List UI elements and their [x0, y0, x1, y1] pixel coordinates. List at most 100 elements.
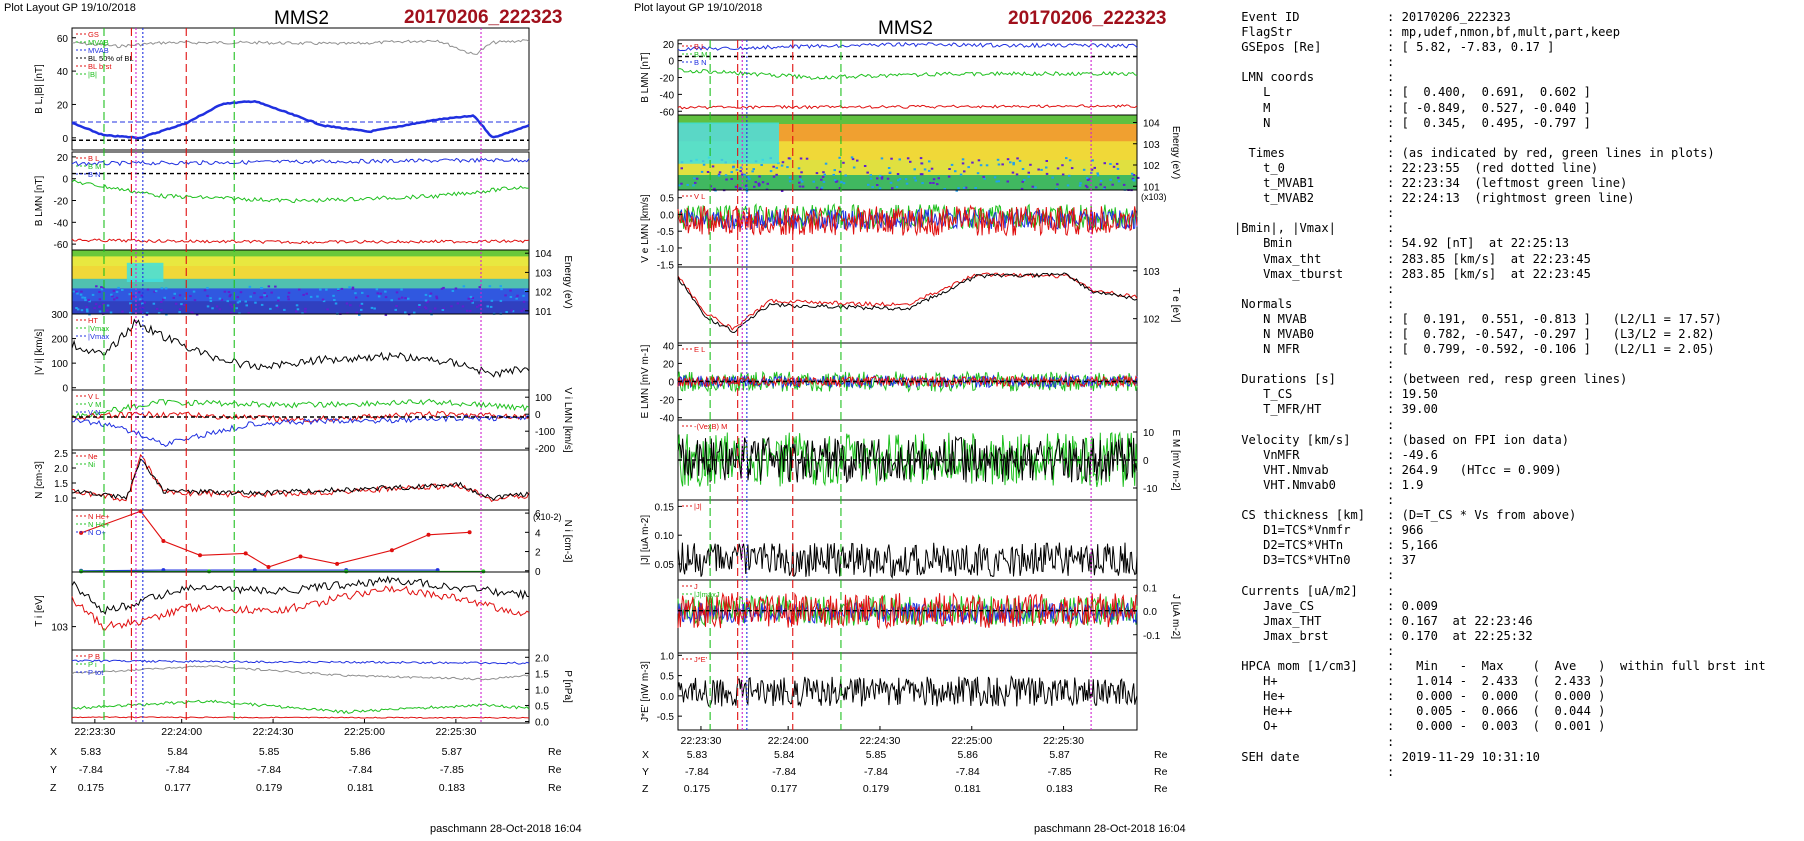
info-key: GSEpos [Re]	[1234, 40, 1322, 55]
left-panel-4-legend-label: |Vmax	[88, 332, 109, 341]
left-panel-3-speckle	[429, 310, 432, 313]
mid-panel-2-speckle	[805, 157, 809, 160]
info-key: T_MFR/HT	[1234, 402, 1322, 417]
left-panel-3-speckle	[442, 286, 445, 289]
mid-orbit-unit: Re	[1154, 783, 1168, 795]
left-plot-header: Plot Layout GP 19/10/2018	[4, 2, 136, 14]
mid-panel-1-legend-label: B M	[694, 50, 707, 59]
info-colon: :	[1387, 25, 1402, 40]
left-panel-3-speckle	[326, 308, 329, 311]
mid-panel-2-speckle	[1021, 168, 1025, 170]
mid-panel-2-speckle	[967, 166, 970, 169]
mid-panel-2-speckle	[678, 184, 681, 187]
left-panel-3-speckle	[400, 296, 404, 299]
mid-panel-2-speckle	[1034, 186, 1037, 189]
info-value: (D=T_CS * Vs from above)	[1401, 508, 1577, 523]
mid-panel-2-speckle	[947, 175, 951, 178]
left-panel-3-cyan-region-1	[126, 262, 164, 282]
mid-panel-2-speckle	[929, 182, 932, 184]
left-panel-3-speckle	[296, 308, 300, 311]
info-row: Currents [uA/m2]:	[1234, 584, 1800, 599]
mid-panel-2-speckle	[686, 183, 689, 186]
info-colon: :	[1387, 749, 1402, 764]
mid-panel-2-speckle	[766, 182, 769, 185]
mid-panel-2-speckle	[788, 176, 792, 179]
left-panel-3-speckle	[132, 295, 135, 298]
left-panel-7-tick-label: 2	[535, 548, 541, 559]
left-panel-3-speckle	[394, 308, 397, 311]
mid-panel-2-speckle	[754, 181, 757, 184]
left-panel-5-tick-label: -200	[535, 444, 555, 455]
left-panel-3-speckle	[146, 288, 150, 291]
left-panel-3-speckle	[270, 291, 273, 294]
mid-panel-2-speckle	[1011, 171, 1015, 174]
left-panel-3-speckle	[178, 308, 182, 311]
mid-panel-5-tick-label: 40	[663, 341, 675, 352]
mid-panel-8-tick-label: 0.0	[1143, 607, 1157, 618]
mid-panel-2-speckle	[1115, 162, 1119, 165]
mid-panel-2-speckle	[1091, 159, 1094, 162]
mid-panel-2-speckle	[888, 171, 892, 174]
info-key: Jmax_THT	[1234, 613, 1322, 628]
mid-panel-2-speckle	[744, 184, 748, 187]
mid-panel-2-speckle	[1103, 186, 1106, 189]
info-row: Normals:	[1234, 297, 1800, 312]
left-panel-5-tick-label: 100	[535, 393, 552, 404]
info-row: CS thickness [km]: (D=T_CS * Vs from abo…	[1234, 508, 1800, 523]
mid-panel-2-speckle	[943, 188, 946, 190]
left-orbit-value: 0.177	[165, 782, 191, 794]
left-panel-3-speckle	[140, 310, 143, 313]
mid-panel-2-speckle	[932, 178, 936, 181]
mid-panel-2-speckle	[890, 157, 893, 160]
mid-panel-2-speckle	[680, 182, 683, 185]
info-colon: :	[1387, 447, 1402, 462]
info-colon: :	[1387, 719, 1402, 734]
left-panel-3-speckle	[139, 298, 142, 301]
left-panel-3-speckle	[499, 299, 503, 302]
mid-panel-2-speckle	[1037, 168, 1040, 171]
info-colon: :	[1387, 613, 1402, 628]
mid-panel-2-speckle	[891, 187, 894, 190]
mid-panel-2-speckle	[928, 160, 931, 163]
mid-panel-2-speckle	[878, 174, 882, 177]
info-key: N MVAB0	[1234, 326, 1315, 341]
mid-panel-2-speckle	[1009, 161, 1012, 164]
mid-panel-2-speckle	[1018, 159, 1022, 162]
left-panel-3-speckle	[269, 307, 272, 310]
left-panel-3-speckle	[413, 311, 416, 314]
mid-orbit-label: Y	[642, 766, 649, 778]
left-panel-3-speckle	[141, 302, 144, 305]
left-panel-3-speckle	[79, 293, 83, 296]
mid-panel-2-speckle	[758, 175, 761, 178]
mid-orbit-value: -7.84	[685, 766, 709, 778]
info-colon: :	[1387, 432, 1402, 447]
left-panel-3-speckle	[440, 287, 444, 290]
info-key: Vmax_tht	[1234, 251, 1322, 266]
mid-panel-9-ylabel: J*E' [nW m-3]	[640, 661, 651, 722]
left-panel-3-speckle	[228, 295, 231, 298]
left-panel-3-speckle	[360, 308, 363, 311]
left-panel-3-speckle	[110, 293, 113, 296]
mid-panel-2-ylabel: Energy (eV)	[1170, 126, 1181, 179]
mid-panel-9-legend-label: J*E'	[694, 655, 708, 664]
left-panel-3-speckle	[355, 311, 358, 314]
left-panel-9-trace-pe	[71, 716, 530, 719]
mid-panel-2-speckle	[1021, 180, 1024, 183]
mid-time-label: 22:25:00	[951, 735, 992, 747]
left-panel-3-speckle	[429, 292, 433, 295]
left-panel-3-speckle	[287, 298, 290, 301]
info-row: H+: 1.014 - 2.433 ( 2.433 )	[1234, 674, 1800, 689]
info-row: :	[1234, 418, 1800, 433]
mid-panel-2-speckle	[772, 165, 775, 168]
mid-orbit-value: -7.84	[772, 766, 796, 778]
mid-panel-2-speckle	[852, 166, 856, 169]
left-panel-3-speckle	[190, 311, 193, 314]
mid-panel-2-speckle	[1087, 178, 1091, 181]
left-panel-6-tick-label: 2.5	[54, 449, 68, 460]
mid-panel-2-speckle	[801, 180, 804, 183]
left-panel-1-trace-bl	[71, 100, 530, 140]
left-panel-2-trace-bm	[71, 179, 530, 204]
info-key: |Bmin|, |Vmax|	[1234, 221, 1336, 236]
left-panel-3-speckle	[433, 307, 437, 310]
